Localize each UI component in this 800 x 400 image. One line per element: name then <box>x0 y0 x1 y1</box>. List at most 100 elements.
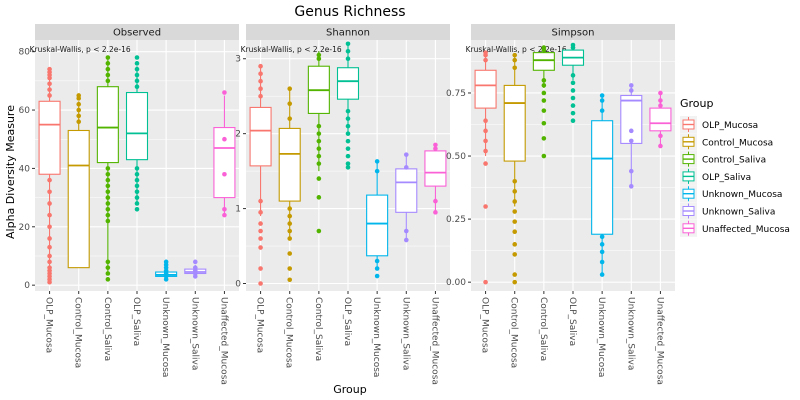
outlier-point <box>105 259 111 265</box>
outlier-point <box>105 218 111 224</box>
outlier-point <box>222 212 227 218</box>
y-tick-label: 0.00 <box>446 278 466 288</box>
outlier-point <box>316 195 322 200</box>
outlier-point <box>599 242 605 247</box>
box-iqr <box>213 127 236 199</box>
x-tick-label: OLP_Mucosa <box>44 297 54 353</box>
outlier-point <box>316 138 322 144</box>
outlier-point <box>258 93 263 99</box>
kruskal-wallis-annotation: Kruskal-Wallis, p < 2.2e-16 <box>241 45 342 54</box>
x-tick-label: OLP_Saliva <box>342 297 352 346</box>
y-tick-label: 0.25 <box>446 215 466 225</box>
outlier-point <box>105 166 111 171</box>
outlier-point <box>105 78 111 84</box>
outlier-point <box>345 108 351 114</box>
outlier-point <box>628 83 634 88</box>
outlier-point <box>374 258 380 264</box>
outlier-point <box>47 253 52 259</box>
x-tick-label: Unaffected_Mucosa <box>429 297 439 385</box>
outlier-point <box>316 131 322 136</box>
outlier-point <box>287 116 293 121</box>
box-unknown-mucosa <box>591 93 614 277</box>
outlier-point <box>47 177 52 183</box>
outlier-point <box>403 165 409 170</box>
outlier-point <box>433 142 438 148</box>
outlier-point <box>512 52 518 58</box>
outlier-point <box>163 259 169 265</box>
y-axis-title: Alpha Diversity Measure <box>4 105 17 239</box>
x-tick-label: Control_Saliva <box>102 297 112 361</box>
chart-title: Genus Richness <box>294 4 405 20</box>
x-tick-label: Unknown_Saliva <box>189 297 199 370</box>
outlier-point <box>512 242 518 247</box>
outlier-point <box>483 204 488 209</box>
legend-item-unknown-saliva: Unknown_Saliva <box>680 202 775 220</box>
outlier-point <box>316 146 322 151</box>
outlier-point <box>599 234 605 240</box>
outlier-point <box>433 210 438 215</box>
outlier-point <box>541 45 547 50</box>
outlier-point <box>512 199 518 204</box>
x-tick-label: OLP_Mucosa <box>480 297 490 353</box>
x-tick-label: Unaffected_Mucosa <box>654 297 664 385</box>
x-tick-label: Control_Saliva <box>313 297 323 361</box>
y-tick-label: 60 <box>19 106 31 116</box>
outlier-point <box>105 271 111 276</box>
outlier-point <box>47 236 52 241</box>
outlier-point <box>541 153 547 159</box>
legend-label: Unaffected_Mucosa <box>702 225 790 235</box>
outlier-point <box>134 195 140 200</box>
kruskal-wallis-annotation: Kruskal-Wallis, p < 2.2e-16 <box>30 45 131 54</box>
outlier-point <box>512 272 518 277</box>
outlier-point <box>570 110 576 116</box>
facet-strip <box>246 24 450 40</box>
outlier-point <box>483 138 488 144</box>
outlier-point <box>483 128 488 134</box>
outlier-point <box>258 245 263 250</box>
outlier-point <box>433 198 438 204</box>
box-olp-saliva <box>561 42 585 124</box>
outlier-point <box>541 120 547 126</box>
x-tick-label: Unknown_Mucosa <box>371 297 381 377</box>
outlier-point <box>76 93 82 98</box>
outlier-point <box>316 52 322 58</box>
outlier-point <box>76 107 82 113</box>
box-olp-mucosa <box>38 66 61 285</box>
outlier-point <box>105 171 111 177</box>
outlier-point <box>134 177 140 183</box>
box-control-mucosa <box>67 93 90 269</box>
outlier-point <box>47 265 52 270</box>
box-control-saliva <box>307 51 330 234</box>
outlier-point <box>512 178 518 184</box>
box-iqr <box>424 150 447 187</box>
facet-strip <box>35 24 239 40</box>
outlier-point <box>570 88 576 93</box>
outlier-point <box>287 251 293 256</box>
outlier-point <box>512 252 518 257</box>
box-iqr <box>336 67 360 100</box>
outlier-point <box>105 277 111 282</box>
outlier-point <box>512 219 518 224</box>
outlier-point <box>258 63 263 69</box>
x-tick-label: Unknown_Saliva <box>625 297 635 370</box>
outlier-point <box>47 93 52 98</box>
x-tick-label: Control_Mucosa <box>73 297 83 368</box>
outlier-point <box>222 171 227 177</box>
outlier-point <box>105 195 111 200</box>
outlier-point <box>258 281 263 286</box>
outlier-point <box>258 228 263 234</box>
box-olp-mucosa <box>474 50 497 285</box>
outlier-point <box>512 65 518 71</box>
x-tick-label: Control_Mucosa <box>509 297 519 368</box>
y-tick-label: 20 <box>19 223 31 233</box>
outlier-point <box>258 78 263 84</box>
facet-strip-label: Simpson <box>552 28 595 39</box>
legend-label: OLP_Saliva <box>702 173 751 183</box>
outlier-point <box>105 201 111 206</box>
x-tick-label: Unknown_Saliva <box>400 297 410 370</box>
outlier-point <box>403 228 409 234</box>
legend-label: Unknown_Mucosa <box>702 190 782 200</box>
box-iqr <box>395 168 418 213</box>
outlier-point <box>105 189 111 195</box>
